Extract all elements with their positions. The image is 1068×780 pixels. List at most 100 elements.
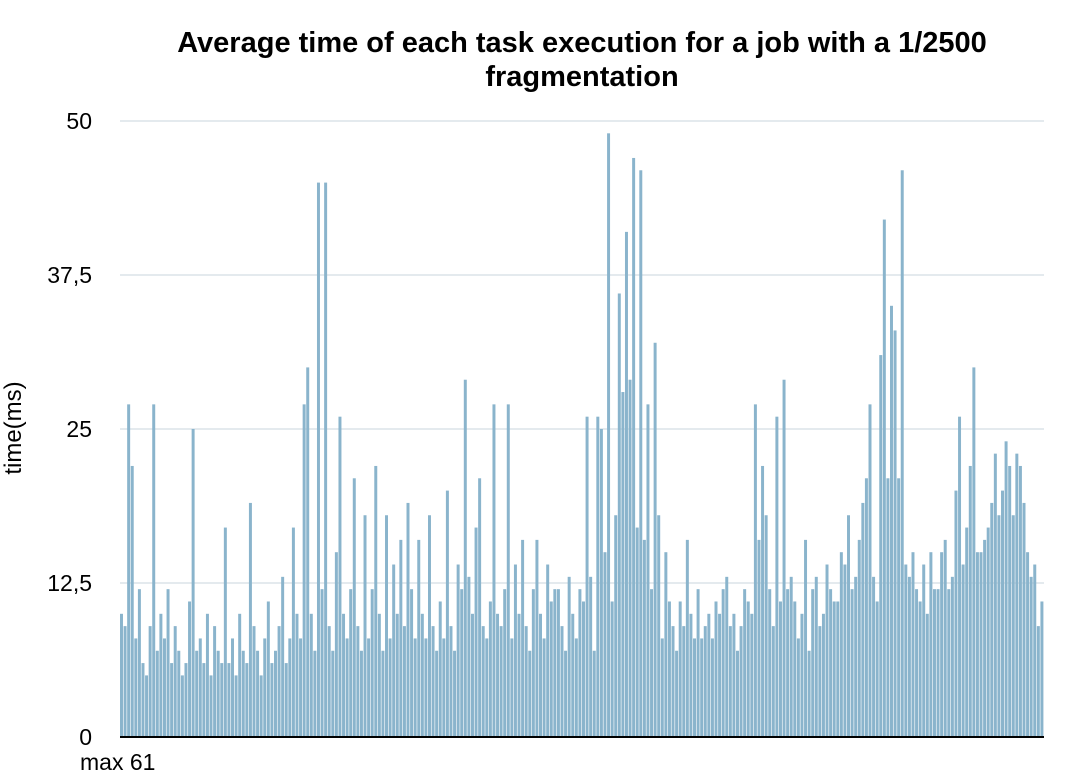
bar <box>413 638 417 737</box>
bar <box>592 650 596 737</box>
bar <box>313 650 317 737</box>
bar <box>324 182 328 738</box>
bar <box>327 626 331 737</box>
bar <box>653 342 657 737</box>
bar <box>381 650 385 737</box>
bar <box>821 613 825 737</box>
bar <box>216 650 220 737</box>
bar <box>367 638 371 737</box>
bar <box>428 515 431 737</box>
bar <box>617 293 621 737</box>
bar <box>553 589 557 737</box>
bar <box>639 170 643 737</box>
bar <box>832 601 836 737</box>
bar <box>954 490 958 737</box>
bar <box>148 626 152 737</box>
bar <box>316 182 320 738</box>
bar <box>907 576 911 737</box>
bar <box>700 638 704 737</box>
bar <box>929 552 933 737</box>
bar <box>127 404 131 737</box>
bar <box>377 613 381 737</box>
bar <box>374 465 378 737</box>
bar <box>757 539 761 737</box>
bar <box>470 613 474 737</box>
bar <box>596 416 600 737</box>
bar <box>864 478 868 737</box>
bar <box>180 675 184 737</box>
bar <box>836 601 840 737</box>
bar <box>607 133 611 737</box>
bar <box>513 564 517 737</box>
bar <box>993 453 997 737</box>
bar <box>231 638 234 737</box>
bar <box>678 601 682 737</box>
bar <box>950 576 954 737</box>
bar <box>123 626 127 737</box>
bar <box>958 416 962 737</box>
bar <box>503 589 507 737</box>
bar <box>546 564 550 737</box>
bar <box>420 613 424 737</box>
bar <box>1036 626 1040 737</box>
bar <box>463 379 467 737</box>
bar <box>932 589 936 737</box>
bar-series <box>120 133 1044 738</box>
bar <box>256 650 260 737</box>
bar <box>793 601 797 737</box>
bar <box>718 613 722 737</box>
bar <box>589 576 593 737</box>
bar <box>155 650 159 737</box>
bar <box>922 564 926 737</box>
bar <box>911 552 915 737</box>
bar <box>829 589 833 737</box>
bar <box>983 539 987 737</box>
bar <box>385 515 388 737</box>
bar <box>474 527 478 737</box>
bar <box>768 589 772 737</box>
bar <box>703 626 707 737</box>
bar <box>753 404 757 737</box>
bar <box>786 589 790 737</box>
bar <box>664 552 668 737</box>
bar <box>248 502 252 737</box>
bar <box>915 589 919 737</box>
bar <box>259 675 263 737</box>
y-axis-label: time(ms) <box>0 381 27 475</box>
bar <box>349 589 353 737</box>
bar <box>302 404 306 737</box>
bar <box>309 613 313 737</box>
bar <box>936 589 940 737</box>
bar <box>728 626 732 737</box>
bar <box>492 404 496 737</box>
bar <box>191 429 195 737</box>
chart-title-line-2: fragmentation <box>485 61 679 93</box>
bar <box>1004 441 1008 737</box>
bar <box>775 416 779 737</box>
bar <box>173 626 177 737</box>
bar <box>918 601 922 737</box>
bar <box>667 601 671 737</box>
bar <box>456 564 460 737</box>
bar <box>528 650 532 737</box>
bar <box>1008 465 1012 737</box>
bar <box>660 638 664 737</box>
bar <box>650 589 654 737</box>
bar <box>789 576 793 737</box>
bar <box>152 404 156 737</box>
bar <box>392 564 396 737</box>
bar <box>345 638 349 737</box>
bar <box>825 564 829 737</box>
bar <box>743 589 747 737</box>
bar <box>542 638 546 737</box>
bar <box>1011 515 1015 737</box>
bar <box>184 663 188 737</box>
bar <box>510 638 514 737</box>
bar <box>395 613 399 737</box>
bar <box>442 638 446 737</box>
bar <box>632 157 636 737</box>
bar <box>270 663 274 737</box>
bar <box>904 564 908 737</box>
bar <box>234 675 238 737</box>
bar <box>363 515 367 737</box>
